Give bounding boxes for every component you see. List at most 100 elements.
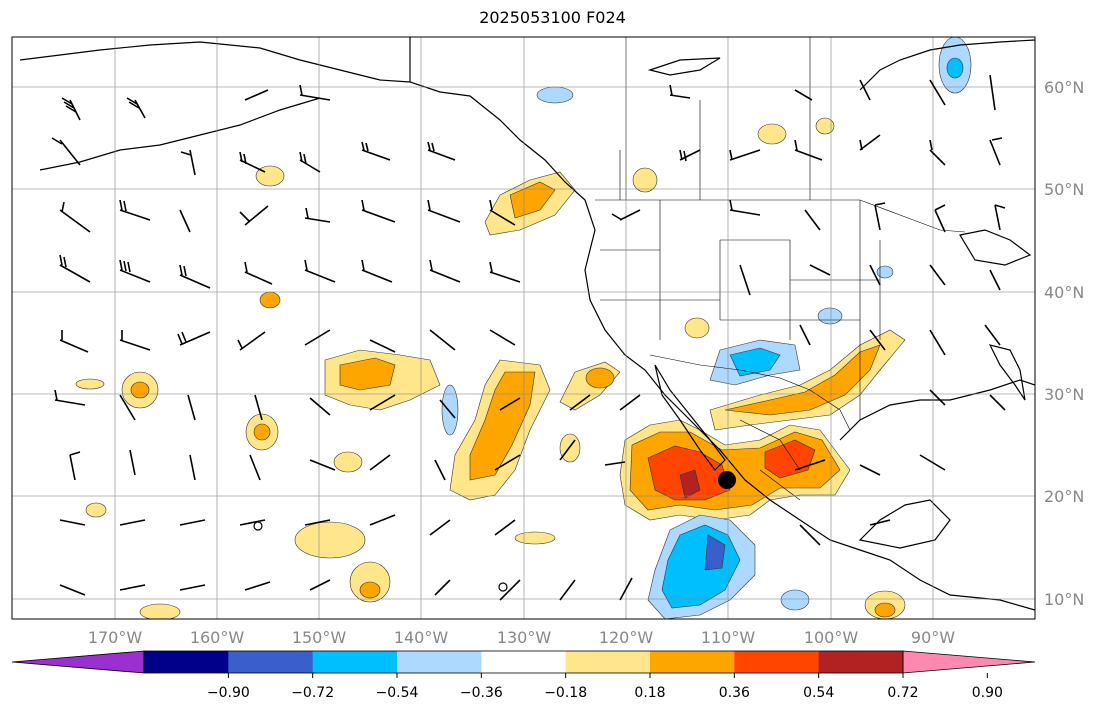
negative-blob: [946, 57, 964, 79]
wind-barb: [859, 134, 881, 151]
lon-label: 90°W: [911, 628, 955, 647]
island-ring: [498, 582, 508, 592]
positive-blob: [757, 123, 787, 145]
wind-barb: [739, 264, 751, 296]
colorbar-tick-label: −0.36: [460, 685, 503, 701]
wind-barb: [559, 439, 576, 461]
wind-barb: [309, 397, 331, 416]
map-frame: [11, 36, 1036, 620]
lon-label: 140°W: [394, 628, 449, 647]
wind-barb: [729, 199, 761, 216]
wind-barb: [799, 524, 821, 546]
wind-barb: [369, 394, 396, 411]
positive-blob: [684, 317, 710, 339]
wind-barb: [874, 202, 886, 231]
negative-blob: [536, 86, 574, 104]
positive-band-ne-core: [724, 344, 881, 416]
colorbar-segment: [144, 651, 229, 673]
positive-blob: [130, 381, 150, 399]
wind-barb: [361, 141, 391, 161]
wind-barb: [244, 581, 271, 591]
arctic-coast: [19, 41, 411, 83]
wind-barb: [929, 79, 946, 106]
political-borders-layer: [595, 37, 966, 501]
lat-label: 10°N: [1044, 590, 1084, 609]
wind-barb: [244, 89, 269, 101]
wind-barb: [619, 577, 633, 601]
hudson-bay-coast: [859, 39, 1035, 91]
wind-barb: [729, 149, 761, 161]
positive-blob: [585, 367, 615, 389]
wind-barb: [494, 519, 516, 536]
wind-barb: [794, 89, 813, 101]
wind-barb: [304, 519, 331, 526]
wind-barb: [299, 151, 321, 173]
mexico-states: [739, 419, 801, 501]
colorbar-segment: [734, 651, 820, 673]
colorbar-segment: [228, 651, 314, 673]
wind-barb: [434, 579, 451, 596]
colorbar-tick-label: 0.54: [803, 685, 834, 701]
wind-barb: [804, 209, 821, 231]
wind-barb: [51, 137, 81, 166]
wind-barb: [499, 397, 521, 411]
negative-blob: [441, 384, 459, 436]
positive-plume-2-core: [339, 357, 396, 391]
colorbar-tick-label: 0.90: [972, 685, 1003, 701]
aleutian-islands: [39, 97, 321, 171]
max-anomaly-core: [679, 469, 701, 499]
positive-blob: [75, 378, 105, 390]
wind-barb: [119, 259, 151, 283]
strong-anomaly-core-east: [764, 439, 816, 479]
negative-anomaly-strong: [704, 534, 726, 571]
wind-barb: [369, 514, 396, 526]
wind-barb: [249, 454, 261, 481]
wind-barb: [119, 330, 151, 351]
wind-barb: [309, 579, 331, 591]
wind-barb: [304, 329, 331, 346]
wind-barb: [794, 139, 823, 161]
negative-blob: [876, 265, 894, 279]
wind-barb: [427, 199, 461, 223]
negative-region-north-core: [729, 347, 781, 377]
wind-barb: [237, 331, 266, 351]
colorbar-extend-low: [11, 650, 145, 674]
wind-barb: [929, 329, 946, 356]
wind-barb: [427, 141, 456, 161]
wind-barb: [439, 399, 456, 419]
positive-blob: [815, 117, 835, 135]
wind-barb: [989, 269, 1001, 291]
map-panel: [12, 37, 1035, 619]
yucatan: [858, 499, 951, 549]
wind-barb: [869, 329, 886, 351]
wind-barb: [869, 519, 891, 526]
great-lakes: [959, 229, 1032, 266]
wind-barb: [869, 264, 881, 286]
wind-barb: [361, 259, 393, 283]
storm-center-marker: [718, 471, 736, 489]
positive-blob: [359, 581, 381, 599]
wind-barb: [59, 201, 91, 233]
colorbar-tick-label: −0.72: [291, 685, 334, 701]
lon-label: 120°W: [599, 628, 654, 647]
positive-blob: [294, 521, 366, 559]
wind-barb: [429, 519, 451, 536]
wind-barb: [929, 389, 946, 406]
wind-barb: [239, 151, 266, 173]
lon-label: 100°W: [804, 628, 859, 647]
wind-barb: [59, 519, 86, 526]
colorbar-tick-label: 0.36: [719, 685, 750, 701]
wind-barb: [126, 97, 146, 119]
positive-blob: [139, 603, 181, 619]
wind-barb: [189, 454, 196, 481]
wind-barb: [604, 461, 626, 466]
wind-barb: [559, 579, 576, 601]
wind-barb: [369, 454, 391, 471]
colorbar: −0.90 −0.72 −0.54 −0.36 −0.18 0.18 0.36 0.54 0.7…: [11, 650, 1036, 701]
lat-label: 60°N: [1044, 78, 1084, 97]
gulf-coast: [839, 379, 1035, 441]
positive-blob: [514, 531, 556, 545]
wind-barb: [489, 261, 521, 283]
positive-blob: [253, 423, 271, 441]
wind-barb: [119, 519, 146, 526]
